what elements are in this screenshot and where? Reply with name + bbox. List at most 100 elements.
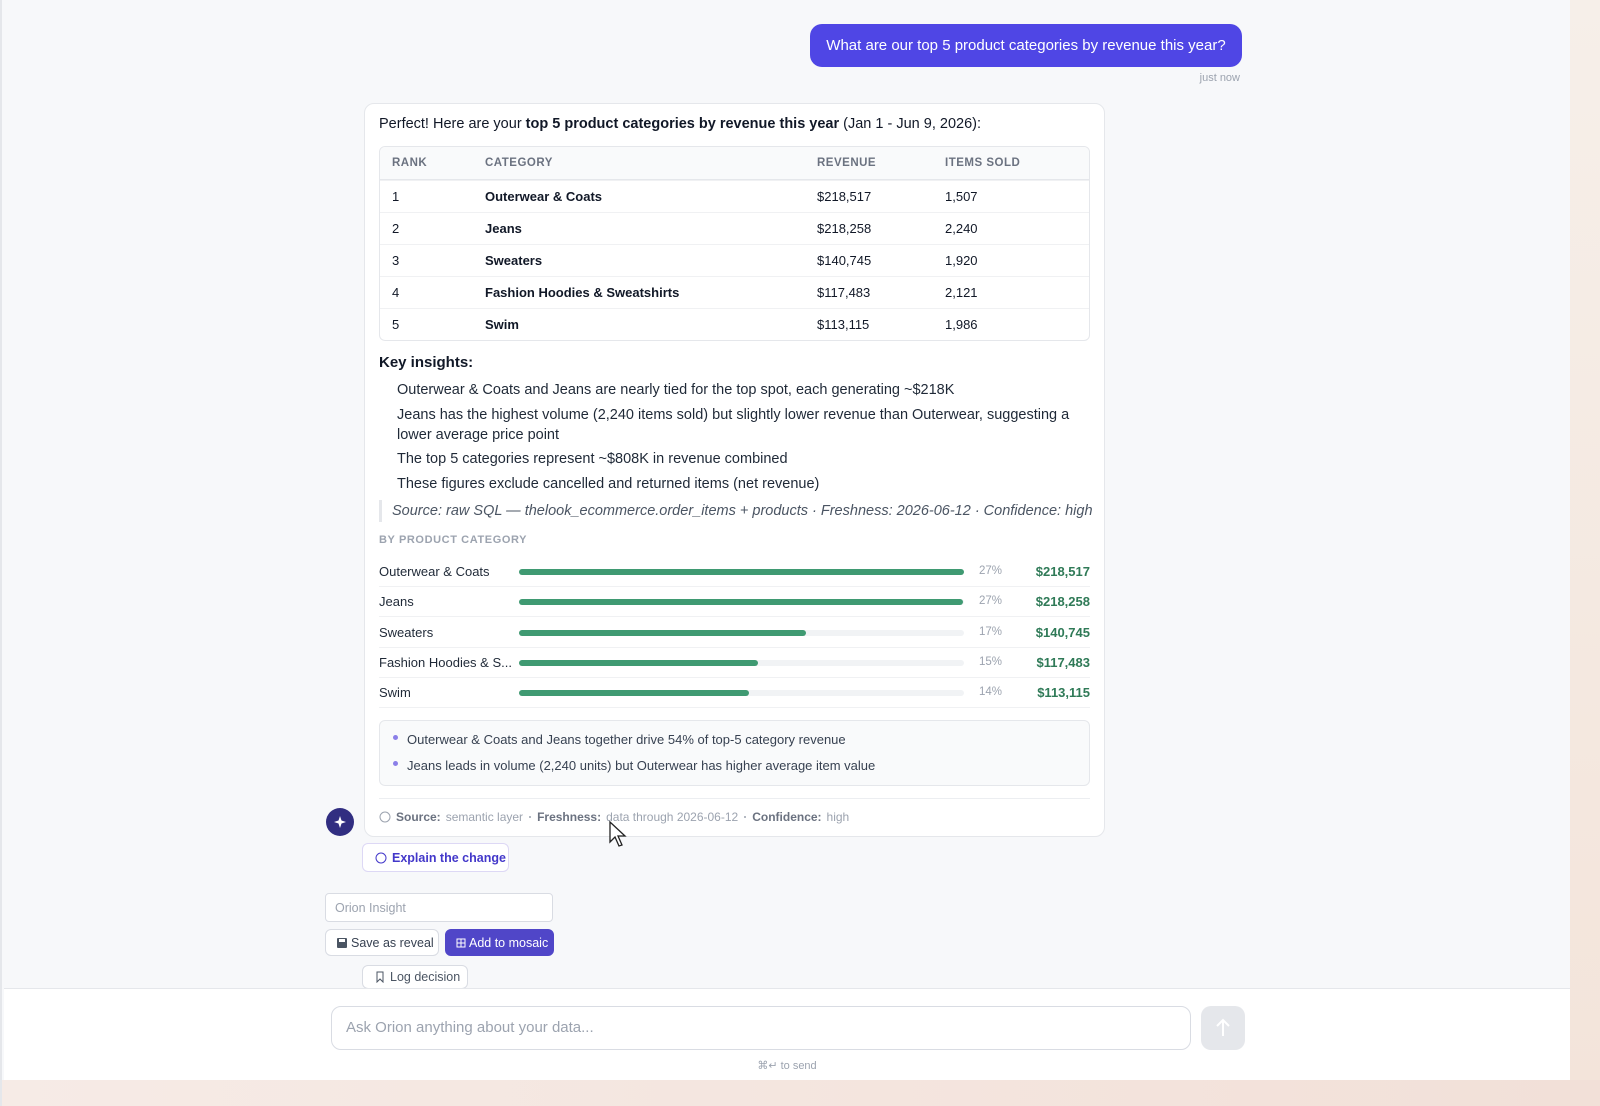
icon bbox=[337, 937, 347, 948]
insights: Outerwear & Coats and Jeans are nearly t… bbox=[397, 380, 1077, 498]
bar-share: 14% bbox=[978, 686, 1002, 699]
summary-box: Outerwear & Coats and Jeans together dri… bbox=[379, 720, 1090, 786]
table-cell: 1,920 bbox=[945, 253, 978, 268]
table-cell: 2,121 bbox=[945, 285, 978, 300]
assistant-avatar bbox=[326, 808, 354, 836]
bar bbox=[519, 659, 759, 666]
column-header: ITEMS SOLD bbox=[945, 157, 1021, 169]
table-cell: Fashion Hoodies & Sweatshirts bbox=[485, 285, 680, 300]
table-cell: 5 bbox=[392, 317, 400, 332]
bar bbox=[519, 569, 964, 575]
bar-track bbox=[519, 659, 964, 666]
button-label: Save as reveal bbox=[351, 935, 434, 950]
table-cell: Swim bbox=[485, 317, 519, 332]
bar-value: $113,115 bbox=[1037, 685, 1090, 701]
explain-button[interactable]: Explain the change bbox=[362, 843, 509, 872]
bar bbox=[519, 690, 750, 697]
bar-value: $218,258 bbox=[1035, 594, 1090, 610]
table-cell: $218,517 bbox=[817, 189, 872, 204]
chat-input[interactable]: Ask Orion anything about your data... bbox=[331, 1006, 1191, 1050]
table-header: RANK CATEGORY REVENUE ITEMS SOLD bbox=[380, 147, 1089, 180]
bar-track bbox=[519, 629, 964, 636]
column-header: REVENUE bbox=[817, 157, 877, 169]
insight: The top 5 categories represent ~$808K in… bbox=[397, 451, 788, 467]
bar-value: $117,483 bbox=[1036, 654, 1090, 670]
table-row: 2 Jeans $218,258 2,240 bbox=[380, 212, 1089, 244]
intro-text: Perfect! Here are your bbox=[379, 116, 526, 132]
bar-value: $218,517 bbox=[1035, 564, 1090, 579]
bar-row: Jeans 27% $218,258 bbox=[379, 587, 1090, 618]
bar bbox=[519, 629, 806, 636]
source-quote: Source: raw SQL — thelook_ecommerce.orde… bbox=[379, 500, 1093, 522]
insight: Outerwear & Coats and Jeans are nearly t… bbox=[397, 382, 955, 398]
bar-label: Sweaters bbox=[379, 624, 434, 640]
bar-label: Swim bbox=[379, 685, 411, 701]
table-row: 5 Swim $113,115 1,986 bbox=[380, 308, 1089, 340]
send-button[interactable] bbox=[1201, 1006, 1245, 1050]
table-cell: 1,986 bbox=[945, 317, 978, 332]
icon bbox=[456, 938, 466, 947]
bar-track bbox=[519, 569, 964, 575]
footer-value: data through 2026-06-12 bbox=[606, 810, 739, 824]
bar-share: 17% bbox=[978, 625, 1002, 638]
composer: Ask Orion anything about your data... ⌘↵… bbox=[4, 988, 1570, 1080]
bar-share: 27% bbox=[978, 565, 1002, 577]
table-cell: Outerwear & Coats bbox=[485, 189, 603, 204]
intro-bold: top 5 product categories by revenue this… bbox=[525, 116, 840, 132]
table-cell: $117,483 bbox=[817, 285, 871, 300]
table-cell: 3 bbox=[392, 253, 400, 268]
button-label: Explain the change bbox=[392, 850, 506, 865]
bar-row: Fashion Hoodies & S... 15% $117,483 bbox=[379, 648, 1090, 678]
table-cell: Sweaters bbox=[485, 253, 543, 268]
table-cell: Jeans bbox=[485, 221, 522, 236]
timestamp: just now bbox=[1199, 72, 1240, 84]
column-header: RANK bbox=[392, 157, 428, 169]
summary-line: Jeans leads in volume (2,240 units) but … bbox=[407, 757, 876, 773]
log-button[interactable]: Log decision bbox=[362, 965, 468, 989]
intro: Perfect! Here are your top 5 product cat… bbox=[379, 116, 981, 132]
user-message: What are our top 5 product categories by… bbox=[810, 24, 1242, 67]
footer-value: semantic layer bbox=[445, 810, 524, 824]
footer: Source: semantic layer Freshness: data thro… bbox=[379, 810, 849, 824]
separator bbox=[529, 816, 532, 818]
table-cell: 4 bbox=[392, 285, 400, 300]
footer-label: Confidence: bbox=[752, 810, 822, 824]
insights-title: Key insights: bbox=[379, 354, 474, 371]
bar-row: Sweaters 17% $140,745 bbox=[379, 618, 1090, 648]
bottom-edge bbox=[2, 1080, 1600, 1106]
bar-value: $140,745 bbox=[1035, 624, 1090, 640]
bar-label: Fashion Hoodies & S... bbox=[379, 654, 512, 670]
footer-label: Source: bbox=[396, 810, 441, 824]
icon bbox=[376, 971, 384, 983]
bar-title: BY PRODUCT CATEGORY bbox=[379, 534, 528, 546]
mosaic-button[interactable]: Add to mosaic bbox=[445, 929, 554, 956]
response-card: Perfect! Here are your top 5 product cat… bbox=[364, 103, 1105, 837]
table: RANK CATEGORY REVENUE ITEMS SOLD 1 Outerwear … bbox=[379, 146, 1090, 341]
name-input[interactable]: Orion Insight bbox=[325, 893, 553, 922]
table-row: 1 Outerwear & Coats $218,517 1,507 bbox=[380, 180, 1089, 212]
bar-share: 27% bbox=[978, 595, 1002, 608]
bar bbox=[519, 599, 964, 606]
bar-track bbox=[519, 599, 964, 606]
divider bbox=[379, 798, 1090, 799]
cursor bbox=[609, 820, 627, 847]
table-cell: $218,258 bbox=[817, 221, 872, 236]
info-icon bbox=[379, 811, 391, 823]
bullet bbox=[393, 735, 398, 740]
button-label: Add to mosaic bbox=[469, 935, 549, 950]
bullet bbox=[393, 760, 398, 766]
insight: Jeans has the highest volume (2,240 item… bbox=[397, 406, 1070, 443]
summary-line: Outerwear & Coats and Jeans together dri… bbox=[407, 732, 846, 747]
intro-text: (Jan 1 - Jun 9, 2026): bbox=[839, 116, 981, 132]
bar-share: 15% bbox=[978, 655, 1002, 668]
send-hint: ⌘↵ to send bbox=[757, 1060, 817, 1072]
separator bbox=[744, 816, 747, 818]
bar-track bbox=[519, 690, 964, 697]
column-header: CATEGORY bbox=[485, 157, 553, 169]
save-button[interactable]: Save as reveal bbox=[325, 929, 439, 956]
icon bbox=[375, 852, 387, 863]
table-cell: 1,507 bbox=[945, 189, 978, 204]
footer-value: high bbox=[826, 810, 850, 824]
placeholder: Orion Insight bbox=[335, 900, 406, 915]
